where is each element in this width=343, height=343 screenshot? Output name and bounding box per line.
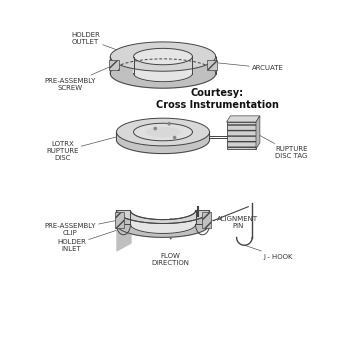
Text: PRE-ASSEMBLY
CLIP: PRE-ASSEMBLY CLIP [44,220,120,236]
Polygon shape [226,122,256,149]
Polygon shape [226,116,260,122]
Polygon shape [202,212,211,227]
Polygon shape [130,211,196,234]
Polygon shape [109,60,119,70]
Ellipse shape [117,126,210,154]
Text: J - HOOK: J - HOOK [244,245,293,260]
Text: HOLDER
OUTLET: HOLDER OUTLET [71,32,140,58]
Circle shape [168,122,170,125]
Polygon shape [256,116,260,149]
Circle shape [154,127,156,130]
Polygon shape [117,211,210,237]
Polygon shape [117,132,210,154]
Text: FLOW
DIRECTION: FLOW DIRECTION [152,253,190,266]
Ellipse shape [110,42,216,71]
Polygon shape [133,57,192,82]
Polygon shape [110,57,216,88]
Polygon shape [207,60,217,70]
Text: HOLDER
INLET: HOLDER INLET [57,228,123,252]
Text: PRE-ASSEMBLY
SCREW: PRE-ASSEMBLY SCREW [44,65,114,91]
Text: Courtesy:
Cross Instrumentation: Courtesy: Cross Instrumentation [156,88,279,110]
Text: LOTRX
RUPTURE
DISC: LOTRX RUPTURE DISC [46,136,120,161]
Polygon shape [117,211,210,224]
Text: RUPTURE
DISC TAG: RUPTURE DISC TAG [260,135,308,159]
Ellipse shape [133,123,192,141]
Ellipse shape [145,127,181,137]
Polygon shape [115,212,124,227]
Text: ARCUATE: ARCUATE [194,60,284,71]
Ellipse shape [133,48,192,65]
Ellipse shape [117,118,210,146]
Text: ALIGNMENT
PIN: ALIGNMENT PIN [206,216,258,229]
Ellipse shape [110,59,216,88]
Circle shape [174,137,176,139]
